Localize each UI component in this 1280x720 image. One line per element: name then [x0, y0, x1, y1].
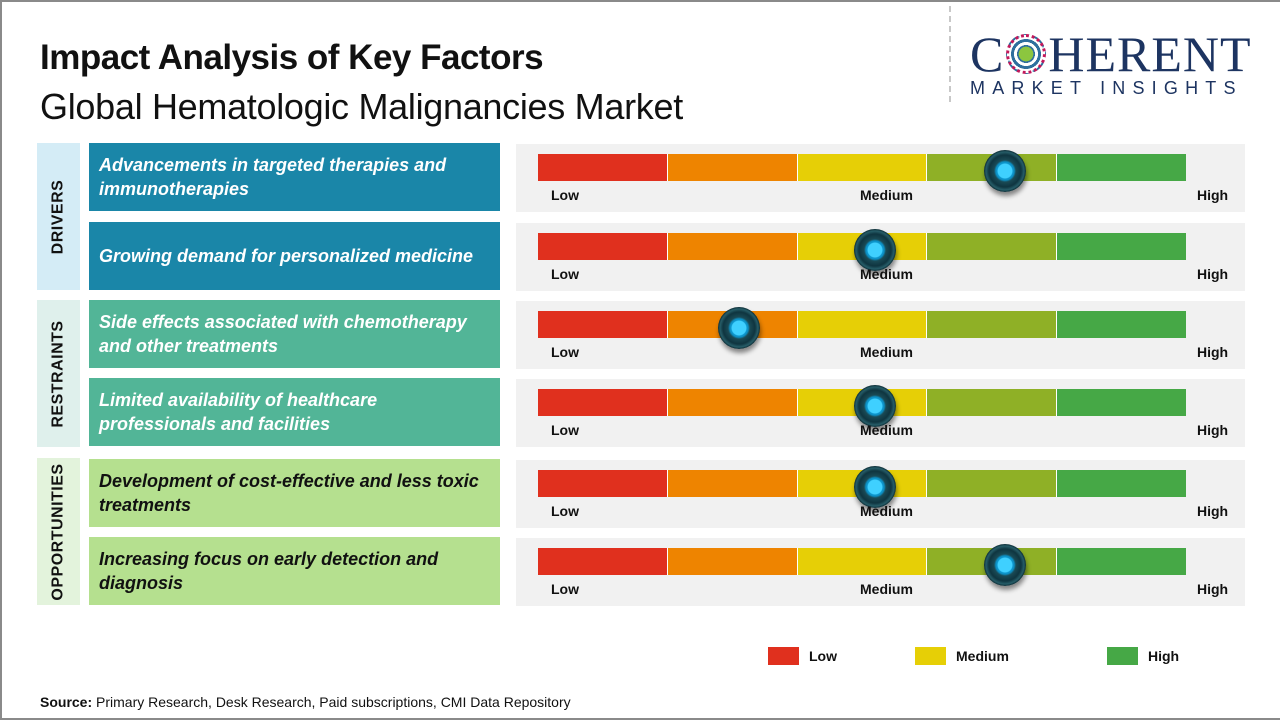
- impact-gauge: Low Medium High: [516, 379, 1245, 447]
- gauge-segment: [1057, 233, 1186, 260]
- gauge-label-high: High: [1197, 266, 1229, 282]
- factor-box: Growing demand for personalized medicine: [89, 222, 500, 290]
- gauge-segment: [538, 548, 668, 575]
- gauge-indicator-knob-icon: [983, 544, 1026, 586]
- impact-gauge: Low Medium High: [516, 144, 1245, 212]
- legend-item-low: Low: [768, 647, 837, 665]
- gauge-indicator-knob-icon: [853, 229, 896, 271]
- category-label: RESTRAINTS: [49, 319, 67, 428]
- gauge-segment: [538, 470, 668, 497]
- gauge-indicator-knob-icon: [983, 150, 1026, 192]
- gauge-label-medium: Medium: [860, 581, 913, 597]
- gauge-label-high: High: [1197, 187, 1229, 203]
- gauge-label-high: High: [1197, 581, 1229, 597]
- gauge-indicator-knob-icon: [853, 385, 896, 427]
- gauge-label-high: High: [1197, 422, 1229, 438]
- gauge-segment: [1057, 548, 1186, 575]
- gauge-segment: [667, 548, 798, 575]
- gauge-label-low: Low: [551, 581, 579, 597]
- gauge-segment: [1057, 389, 1186, 416]
- legend-swatch-medium: [915, 647, 946, 665]
- gauge-segment: [667, 470, 798, 497]
- gauge-label-low: Low: [551, 422, 579, 438]
- source-label: Source:: [40, 694, 93, 710]
- globe-icon: [1006, 34, 1047, 74]
- legend-item-medium: Medium: [915, 647, 1009, 665]
- gauge-label-low: Low: [551, 187, 579, 203]
- gauge-segment: [538, 311, 668, 338]
- legend-swatch-high: [1107, 647, 1138, 665]
- legend-item-high: High: [1107, 647, 1179, 665]
- gauge-label-high: High: [1197, 344, 1229, 360]
- gauge-segment: [927, 389, 1058, 416]
- gauge-label-low: Low: [551, 344, 579, 360]
- gauge-segment: [927, 470, 1058, 497]
- gauge-label-medium: Medium: [860, 422, 913, 438]
- gauge-bar: [538, 548, 1186, 575]
- impact-gauge: Low Medium High: [516, 301, 1245, 369]
- logo-tagline: MARKET INSIGHTS: [970, 78, 1243, 98]
- legend-label: Low: [809, 648, 837, 664]
- category-restraints: RESTRAINTS: [37, 300, 80, 447]
- factor-box: Advancements in targeted therapies and i…: [89, 143, 500, 211]
- gauge-segment: [1057, 311, 1186, 338]
- gauge-indicator-knob-icon: [717, 307, 760, 349]
- gauge-segment: [667, 154, 798, 181]
- gauge-bar: [538, 389, 1186, 416]
- gauge-label-medium: Medium: [860, 503, 913, 519]
- gauge-bar: [538, 311, 1186, 338]
- category-label: DRIVERS: [49, 179, 67, 254]
- gauge-label-low: Low: [551, 503, 579, 519]
- category-drivers: DRIVERS: [37, 143, 80, 290]
- factor-box: Side effects associated with chemotherap…: [89, 300, 500, 368]
- gauge-segment: [927, 233, 1058, 260]
- legend-label: High: [1148, 648, 1180, 664]
- gauge-segment: [538, 233, 668, 260]
- factor-box: Limited availability of healthcare profe…: [89, 378, 500, 446]
- impact-gauge: Low Medium High: [516, 460, 1245, 528]
- gauge-label-low: Low: [551, 266, 579, 282]
- gauge-segment: [538, 389, 668, 416]
- gauge-segment: [797, 311, 928, 338]
- gauge-indicator-knob-icon: [853, 466, 896, 508]
- gauge-segment: [927, 311, 1058, 338]
- impact-gauge: Low Medium High: [516, 223, 1245, 291]
- logo-letter: C: [970, 26, 1005, 82]
- logo-wordmark: C HERENT: [970, 26, 1260, 82]
- page-subtitle: Global Hematologic Malignancies Market: [40, 86, 683, 127]
- gauge-segment: [1057, 470, 1186, 497]
- gauge-segment: [667, 233, 798, 260]
- gauge-segment: [797, 548, 928, 575]
- legend-swatch-low: [768, 647, 799, 665]
- header-divider: [949, 6, 951, 102]
- logo-text: HERENT: [1048, 26, 1252, 82]
- gauge-bar: [538, 154, 1186, 181]
- gauge-label-medium: Medium: [860, 344, 913, 360]
- gauge-bar: [538, 470, 1186, 497]
- source-text: Primary Research, Desk Research, Paid su…: [92, 694, 571, 710]
- category-label: OPPORTUNITIES: [49, 462, 67, 601]
- gauge-label-medium: Medium: [860, 266, 913, 282]
- impact-gauge: Low Medium High: [516, 538, 1245, 606]
- factor-box: Development of cost-effective and less t…: [89, 459, 500, 527]
- factor-box: Increasing focus on early detection and …: [89, 537, 500, 605]
- page-title: Impact Analysis of Key Factors: [40, 38, 544, 77]
- category-opportunities: OPPORTUNITIES: [37, 458, 80, 605]
- gauge-segment: [1057, 154, 1186, 181]
- legend-label: Medium: [956, 648, 1009, 664]
- gauge-segment: [667, 389, 798, 416]
- gauge-label-high: High: [1197, 503, 1229, 519]
- gauge-label-medium: Medium: [860, 187, 913, 203]
- gauge-segment: [538, 154, 668, 181]
- company-logo: C HERENT MARKET INSIGHTS: [970, 26, 1260, 99]
- source-note: Source: Primary Research, Desk Research,…: [40, 694, 571, 710]
- gauge-segment: [797, 154, 928, 181]
